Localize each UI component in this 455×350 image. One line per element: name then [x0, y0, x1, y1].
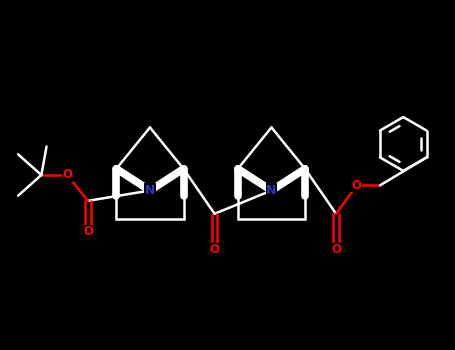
Text: O: O [210, 244, 220, 257]
Text: O: O [83, 225, 93, 238]
Text: O: O [331, 244, 341, 257]
Text: N: N [145, 184, 155, 197]
Text: O: O [62, 168, 72, 182]
Text: O: O [352, 179, 362, 192]
Text: N: N [266, 184, 277, 197]
